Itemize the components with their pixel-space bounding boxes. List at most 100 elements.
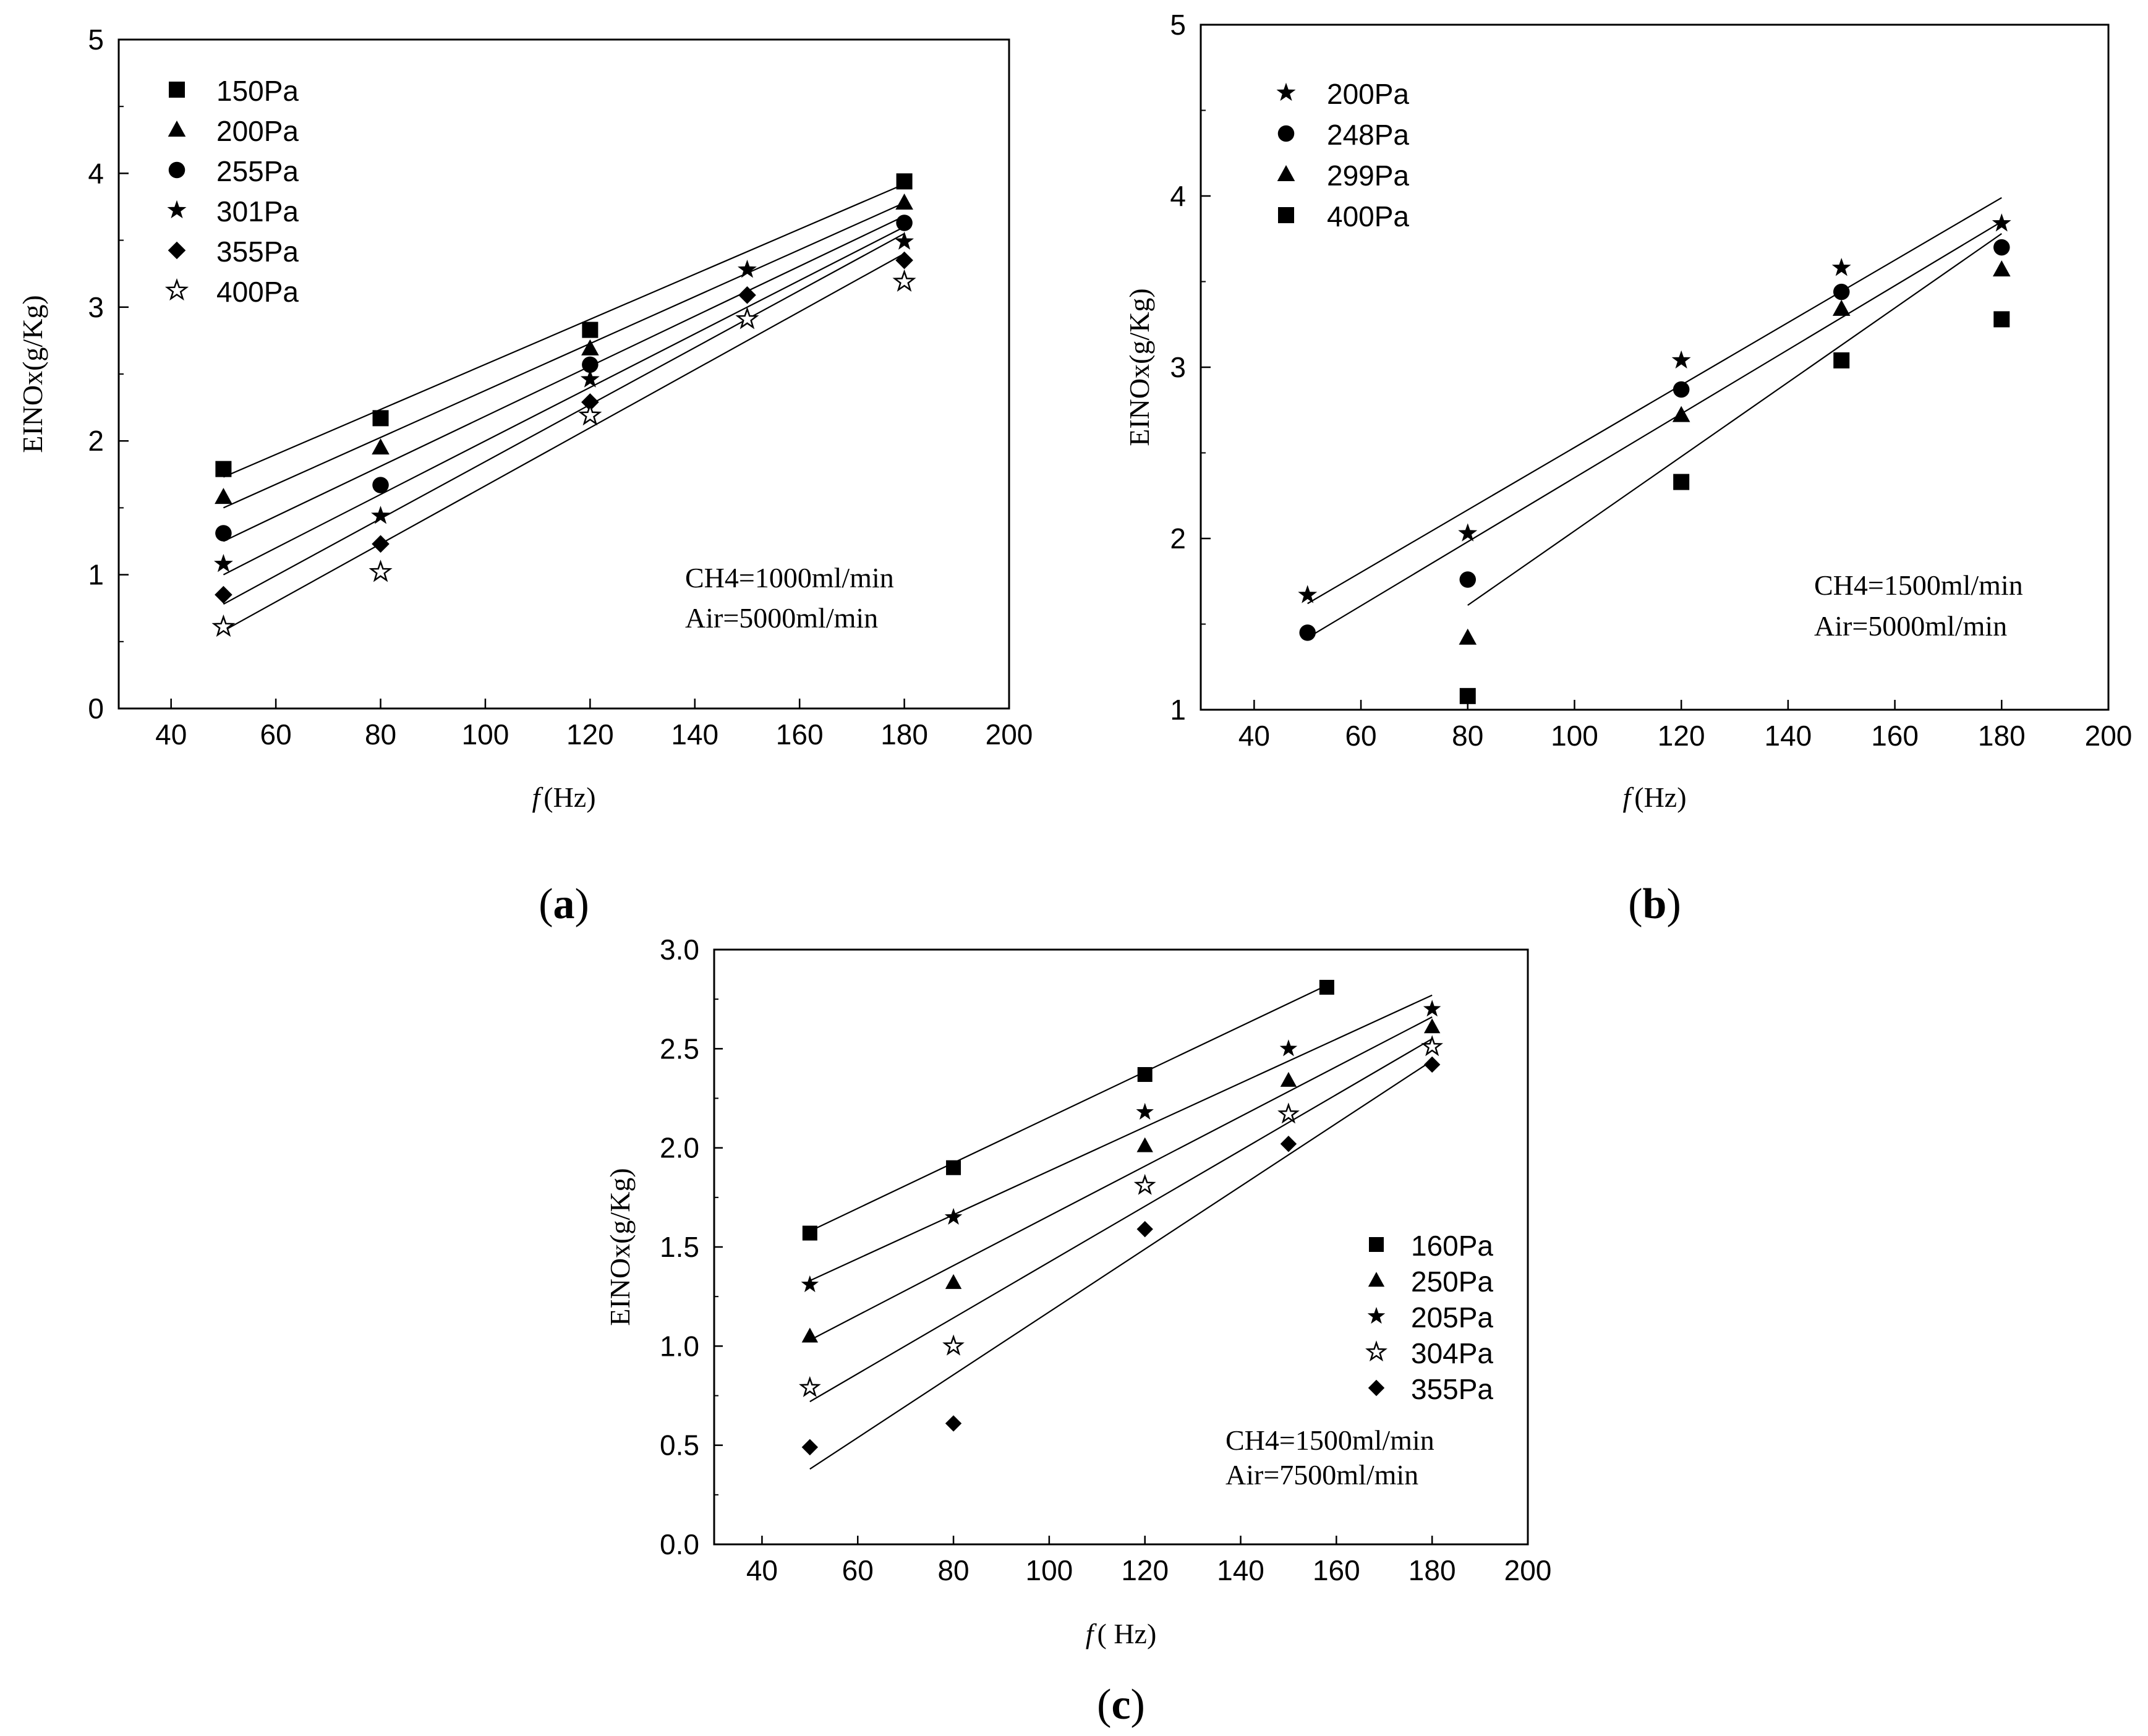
y-tick-label: 0.0 — [660, 1528, 699, 1560]
y-tick-label: 4 — [88, 157, 104, 189]
data-point-355Pa — [215, 585, 232, 604]
fit-line-255Pa — [223, 215, 905, 542]
data-point-304Pa — [798, 1376, 821, 1397]
x-tick-label: 40 — [746, 1554, 778, 1586]
fit-line-200Pa — [223, 202, 905, 509]
fit-line-250Pa — [809, 1016, 1433, 1341]
panel-label-open: ( — [1628, 880, 1642, 928]
data-point-150Pa — [582, 321, 599, 338]
data-point-200Pa — [1671, 350, 1691, 369]
data-point-200Pa — [581, 339, 599, 355]
x-tick-label: 180 — [880, 718, 928, 751]
data-point-250Pa — [1423, 1018, 1441, 1034]
data-point-160Pa — [1319, 979, 1334, 995]
fit-line-355Pa — [223, 232, 905, 605]
y-tick-label: 1.5 — [660, 1231, 699, 1263]
panel-b: 40 60 80 100 120 140 160 180 200 1 2 3 4 5 EINOx(g/Kg)… — [1123, 9, 2132, 928]
data-point-255Pa — [896, 215, 913, 231]
x-tick-label: 80 — [937, 1554, 969, 1586]
fit-line-400Pa — [223, 253, 905, 632]
panel-label-open: ( — [539, 880, 553, 928]
legend-marker-299Pa — [1277, 165, 1295, 182]
fit-line-200Pa — [1307, 197, 2002, 605]
data-point-400Pa — [578, 403, 602, 426]
panel-a: 40 60 80 100 120 140 160 180 200 0 1 2 3 4 5 EINOx(g/Kg… — [17, 23, 1033, 928]
data-point-248Pa — [1993, 239, 2010, 256]
legend-marker-304Pa — [1365, 1340, 1387, 1362]
x-tick-label: 200 — [2085, 720, 2133, 752]
data-point-355Pa — [945, 1415, 962, 1432]
x-axis-label: f (Hz) — [532, 781, 595, 813]
y-axis-label: EINOx(g/Kg) — [1123, 288, 1155, 446]
legend-label: 250Pa — [1411, 1266, 1493, 1298]
legend-label: 355Pa — [1411, 1373, 1493, 1405]
y-tick-label: 5 — [88, 23, 104, 56]
y-tick-label: 2.0 — [660, 1132, 699, 1164]
legend-label: 150Pa — [216, 75, 299, 107]
data-point-400Pa — [1993, 311, 2010, 328]
x-tick-label: 140 — [1217, 1554, 1264, 1586]
data-point-150Pa — [215, 461, 232, 477]
data-point-160Pa — [946, 1160, 961, 1175]
data-point-250Pa — [1280, 1071, 1297, 1087]
panel-label-letter: b — [1643, 880, 1667, 928]
panel-label-open: ( — [1097, 1681, 1111, 1729]
y-tick-label: 4 — [1170, 180, 1186, 212]
x-tick-label: 60 — [260, 718, 292, 751]
x-tick-label: 200 — [1504, 1554, 1552, 1586]
data-point-248Pa — [1299, 624, 1316, 641]
condition-annotation: Air=7500ml/min — [1225, 1459, 1418, 1491]
panel-c: 40 60 80 100 120 140 160 180 200 0.0 0.5 1.0 1.5 2.0 2… — [604, 934, 1551, 1729]
y-tick-label: 3 — [1170, 351, 1186, 383]
y-tick-label: 5 — [1170, 9, 1186, 41]
legend-label: 301Pa — [216, 195, 299, 228]
data-point-200Pa — [1298, 585, 1318, 603]
data-point-250Pa — [1136, 1137, 1153, 1152]
x-tick-label: 140 — [1765, 720, 1812, 752]
legend-marker-400Pa — [164, 278, 189, 301]
data-point-301Pa — [738, 260, 757, 278]
data-point-355Pa — [738, 286, 756, 304]
data-point-355Pa — [801, 1439, 819, 1456]
data-point-400Pa — [1673, 474, 1690, 490]
y-tick-label: 0 — [88, 692, 104, 725]
data-point-255Pa — [582, 356, 599, 373]
y-tick-label: 1.0 — [660, 1330, 699, 1362]
legend-label: 200Pa — [216, 115, 299, 147]
legend-label: 248Pa — [1327, 119, 1409, 151]
data-point-301Pa — [371, 506, 390, 524]
legend-label: 355Pa — [216, 236, 299, 268]
fit-line-301Pa — [223, 226, 905, 576]
data-point-255Pa — [372, 477, 389, 493]
panel-label: (a) — [539, 880, 589, 928]
x-tick-label: 60 — [842, 1554, 874, 1586]
data-point-304Pa — [942, 1334, 965, 1356]
data-point-205Pa — [1136, 1102, 1154, 1120]
fit-line-160Pa — [809, 984, 1328, 1232]
data-point-200Pa — [1458, 523, 1478, 542]
data-point-355Pa — [581, 393, 599, 411]
panel-label-close: ) — [1666, 880, 1681, 928]
fit-line-355Pa — [809, 1060, 1433, 1470]
fit-line-150Pa — [223, 183, 905, 478]
data-point-355Pa — [372, 535, 390, 553]
panel-label-letter: c — [1111, 1681, 1130, 1729]
legend-marker-355Pa — [168, 241, 186, 260]
x-tick-label: 180 — [1409, 1554, 1456, 1586]
y-tick-label: 3 — [88, 291, 104, 323]
x-tick-label: 160 — [1871, 720, 1919, 752]
data-point-301Pa — [214, 554, 233, 572]
data-point-299Pa — [1832, 299, 1851, 316]
y-tick-label: 0.5 — [660, 1429, 699, 1462]
data-point-355Pa — [1280, 1136, 1297, 1152]
panel-label: (b) — [1628, 880, 1681, 928]
condition-annotation: CH4=1500ml/min — [1814, 569, 2023, 601]
x-tick-label: 120 — [566, 718, 614, 751]
condition-annotation: Air=5000ml/min — [685, 602, 878, 634]
panel-label-close: ) — [1131, 1681, 1145, 1729]
data-point-304Pa — [1133, 1173, 1156, 1195]
data-point-150Pa — [896, 173, 913, 190]
condition-annotation: CH4=1000ml/min — [685, 562, 894, 594]
data-point-205Pa — [1279, 1039, 1298, 1057]
